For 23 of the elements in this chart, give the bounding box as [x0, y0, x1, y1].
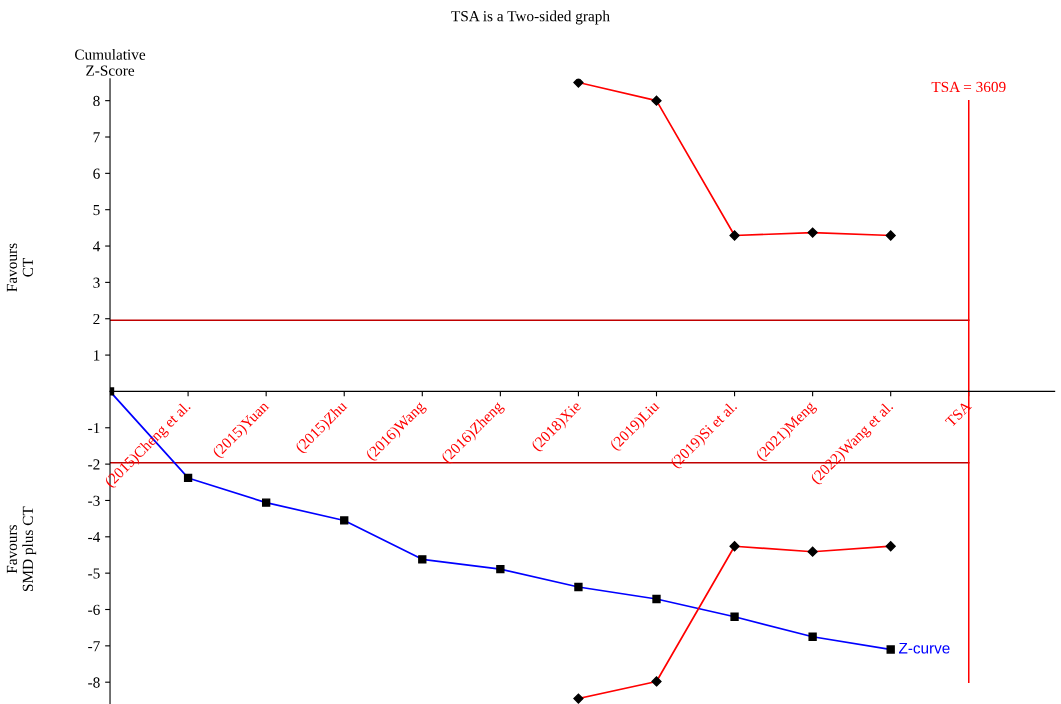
x-tick-label: TSA [944, 400, 973, 428]
y-tick-label: 3 [93, 277, 100, 288]
y-tick-label: -6 [88, 604, 100, 615]
y-tick-label: 8 [93, 95, 100, 107]
y-tick-label: 7 [93, 132, 100, 143]
y-tick-label: -2 [88, 459, 100, 470]
y-tick-label: 4 [92, 241, 101, 252]
series-label: Z-curve [898, 642, 950, 654]
ref-line-label: TSA = 3609 [931, 81, 1006, 93]
y-tick-label: -8 [88, 677, 100, 688]
chart-title: TSA is a Two-sided graph [451, 10, 610, 25]
text: Favours CT [6, 243, 34, 292]
y-tick-label: 5 [93, 204, 100, 216]
y-tick-label: 2 [93, 313, 100, 325]
y-axis-title: Cumulative Z-Score [75, 49, 146, 76]
y-tick-label: -1 [88, 422, 100, 434]
y-tick-label: 1 [94, 350, 100, 361]
y-tick-label: 6 [93, 168, 100, 179]
y-tick-label: -5 [88, 568, 100, 579]
y-tick-label: -7 [88, 641, 100, 652]
text: Favours SMD plus CT [6, 506, 37, 591]
y-tick-label: -4 [88, 532, 101, 543]
y-tick-label: -3 [88, 495, 100, 506]
